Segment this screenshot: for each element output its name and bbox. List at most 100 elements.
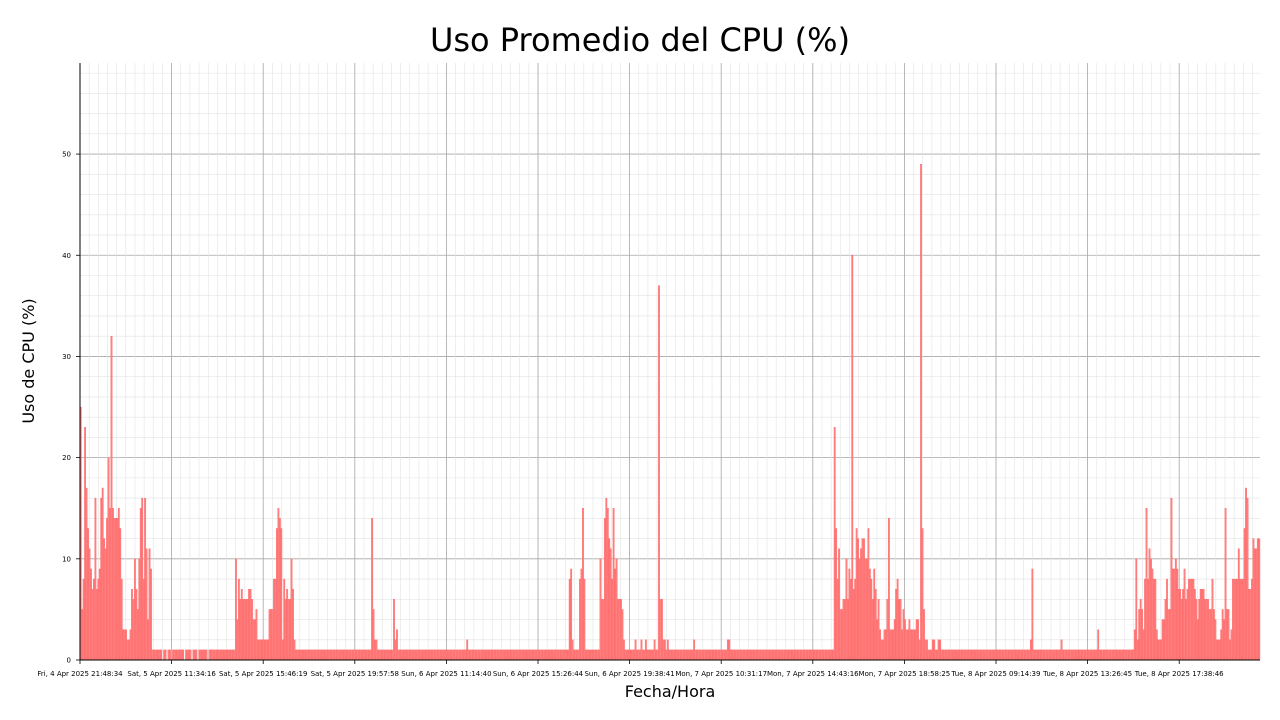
cpu-usage-bar bbox=[426, 649, 429, 661]
cpu-usage-bar bbox=[495, 649, 498, 661]
cpu-usage-bar bbox=[175, 649, 177, 661]
cpu-usage-bar bbox=[549, 649, 552, 661]
cpu-usage-bar bbox=[633, 649, 636, 661]
cpu-usage-bar bbox=[615, 558, 618, 661]
cpu-usage-bar bbox=[946, 649, 949, 661]
cpu-usage-bar bbox=[1131, 649, 1133, 661]
cpu-usage-bar bbox=[460, 649, 463, 661]
cpu-usage-bar bbox=[135, 589, 138, 661]
cpu-usage-bar bbox=[278, 518, 281, 661]
cpu-usage-bar bbox=[176, 649, 179, 661]
cpu-usage-bar bbox=[565, 649, 568, 661]
cpu-usage-bar bbox=[822, 649, 824, 661]
cpu-usage-bar bbox=[823, 649, 826, 661]
cpu-usage-bar bbox=[138, 558, 141, 661]
cpu-usage-bar bbox=[343, 649, 346, 661]
cpu-usage-bar bbox=[151, 649, 154, 661]
cpu-usage-bar bbox=[91, 589, 94, 661]
cpu-usage-bar bbox=[410, 649, 413, 661]
cpu-usage-bar bbox=[769, 649, 772, 661]
cpu-usage-bar bbox=[1049, 649, 1051, 661]
cpu-usage-bar bbox=[683, 649, 685, 661]
cpu-usage-bar bbox=[488, 649, 491, 661]
cpu-usage-bar bbox=[501, 649, 504, 661]
cpu-usage-bar bbox=[624, 649, 627, 661]
cpu-usage-bar bbox=[1082, 649, 1085, 661]
cpu-usage-bar bbox=[1204, 599, 1206, 661]
cpu-usage-bar bbox=[548, 649, 551, 661]
cpu-usage-bar bbox=[338, 649, 341, 661]
cpu-usage-bar bbox=[134, 558, 136, 661]
cpu-usage-bar bbox=[1065, 649, 1067, 661]
cpu-usage-bar bbox=[199, 649, 202, 661]
cpu-usage-bar bbox=[855, 528, 858, 661]
cpu-usage-bar bbox=[803, 649, 805, 661]
cpu-usage-bar bbox=[216, 649, 218, 661]
y-tick-label: 0 bbox=[67, 657, 71, 665]
cpu-usage-bar bbox=[274, 578, 277, 661]
cpu-usage-bar bbox=[620, 599, 622, 661]
cpu-usage-bar bbox=[315, 649, 318, 661]
cpu-usage-bar bbox=[139, 508, 142, 661]
cpu-usage-bar bbox=[264, 639, 267, 661]
cpu-usage-bar bbox=[596, 649, 599, 661]
cpu-usage-bar bbox=[687, 649, 690, 661]
cpu-usage-bar bbox=[312, 649, 315, 661]
cpu-usage-bar bbox=[889, 629, 892, 661]
cpu-usage-bar bbox=[532, 649, 534, 661]
cpu-usage-bar bbox=[642, 649, 644, 661]
cpu-usage-bar bbox=[1136, 639, 1139, 661]
cpu-usage-bar bbox=[461, 649, 464, 661]
cpu-usage-bar bbox=[1095, 649, 1098, 661]
cpu-usage-bar bbox=[810, 649, 813, 661]
cpu-usage-bar bbox=[912, 629, 915, 661]
cpu-usage-bar bbox=[762, 649, 764, 661]
x-tick-label: Sun, 6 Apr 2025 15:26:44 bbox=[493, 670, 584, 678]
cpu-usage-bar bbox=[827, 649, 830, 661]
cpu-usage-bar bbox=[747, 649, 750, 661]
cpu-usage-bar bbox=[482, 649, 485, 661]
cpu-usage-bar bbox=[1232, 578, 1234, 661]
cpu-usage-bar bbox=[627, 649, 630, 661]
cpu-usage-bar bbox=[1068, 649, 1070, 661]
cpu-usage-bar bbox=[817, 649, 820, 661]
cpu-usage-bar bbox=[562, 649, 565, 661]
cpu-usage-bar bbox=[180, 649, 183, 661]
cpu-usage-bar bbox=[1221, 609, 1224, 661]
cpu-usage-bar bbox=[1170, 497, 1173, 661]
cpu-usage-bar bbox=[948, 649, 950, 661]
cpu-usage-bar bbox=[625, 649, 628, 661]
cpu-usage-bar bbox=[1010, 649, 1013, 661]
cpu-usage-bar bbox=[1094, 649, 1097, 661]
cpu-usage-bar bbox=[1255, 548, 1258, 661]
cpu-usage-bar bbox=[334, 649, 337, 661]
cpu-usage-bar bbox=[1085, 649, 1088, 661]
cpu-usage-bar bbox=[715, 649, 717, 661]
cpu-usage-bar bbox=[1215, 639, 1218, 661]
cpu-usage-bar bbox=[885, 629, 887, 661]
cpu-usage-bar bbox=[639, 649, 641, 661]
cpu-usage-bar bbox=[418, 649, 420, 661]
cpu-usage-bar bbox=[513, 649, 515, 661]
cpu-usage-bar bbox=[251, 599, 253, 661]
cpu-usage-bar bbox=[252, 619, 255, 661]
cpu-usage-bar bbox=[852, 589, 855, 661]
cpu-usage-bar bbox=[1041, 649, 1044, 661]
cpu-usage-bar bbox=[718, 649, 720, 661]
cpu-usage-bar bbox=[295, 649, 297, 661]
cpu-usage-bar bbox=[265, 639, 268, 661]
cpu-usage-bar bbox=[428, 649, 431, 661]
cpu-usage-bar bbox=[969, 649, 972, 661]
cpu-usage-bar bbox=[240, 589, 243, 661]
cpu-usage-bar bbox=[378, 649, 381, 661]
cpu-usage-bar bbox=[1147, 578, 1149, 661]
cpu-usage-bar bbox=[1223, 619, 1226, 661]
cpu-usage-bar bbox=[459, 649, 461, 661]
y-axis-title: Uso de CPU (%) bbox=[19, 298, 38, 423]
cpu-usage-bar bbox=[1248, 589, 1250, 661]
cpu-usage-bar bbox=[434, 649, 436, 661]
cpu-usage-bar bbox=[994, 649, 997, 661]
cpu-usage-bar bbox=[1229, 639, 1231, 661]
cpu-usage-bar bbox=[450, 649, 453, 661]
cpu-usage-bar bbox=[1002, 649, 1004, 661]
